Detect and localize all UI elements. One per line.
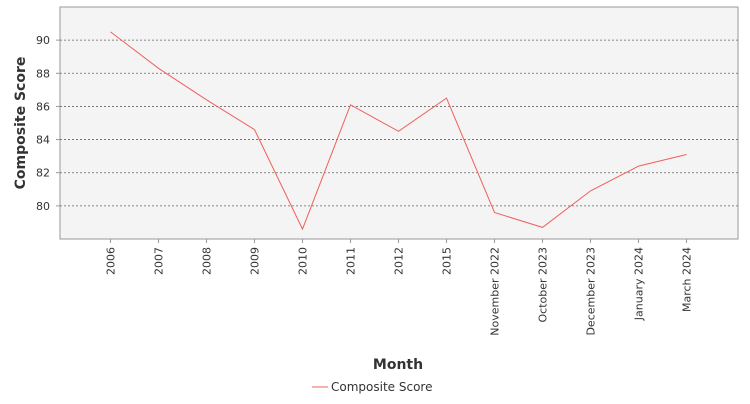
series-layer — [110, 31, 687, 231]
y-axis-title: Composite Score — [13, 57, 29, 190]
x-tick-label: January 2024 — [633, 247, 646, 321]
plot-area — [59, 6, 739, 240]
y-tick-label: 90 — [36, 34, 50, 47]
y-axis-ticks: 80 82 84 86 88 90 — [36, 34, 60, 213]
y-tick-label: 80 — [36, 200, 50, 213]
y-tick-label: 84 — [36, 134, 50, 147]
series-line — [110, 31, 687, 231]
x-tick-label: 2015 — [441, 247, 454, 275]
x-tick-label: 2008 — [201, 247, 214, 275]
y-tick-label: 88 — [36, 67, 50, 80]
legend: Composite Score — [312, 380, 432, 394]
x-tick-label: 2012 — [393, 247, 406, 275]
y-tick-label: 86 — [36, 100, 50, 113]
x-axis-ticks: 2006 2007 2008 2009 2010 2011 2012 2015 November… — [105, 239, 694, 336]
x-tick-label: 2007 — [153, 247, 166, 275]
y-tick-label: 82 — [36, 167, 50, 180]
x-tick-label: October 2023 — [537, 247, 550, 323]
x-axis-title: Month — [373, 357, 423, 373]
x-tick-label: 2011 — [345, 247, 358, 275]
legend-label: Composite Score — [331, 380, 432, 394]
x-tick-label: March 2024 — [681, 247, 694, 312]
x-tick-label: December 2023 — [585, 247, 598, 336]
x-tick-label: November 2022 — [489, 247, 502, 336]
x-tick-label: 2010 — [297, 247, 310, 275]
x-tick-label: 2006 — [105, 247, 118, 275]
x-tick-label: 2009 — [249, 247, 262, 275]
